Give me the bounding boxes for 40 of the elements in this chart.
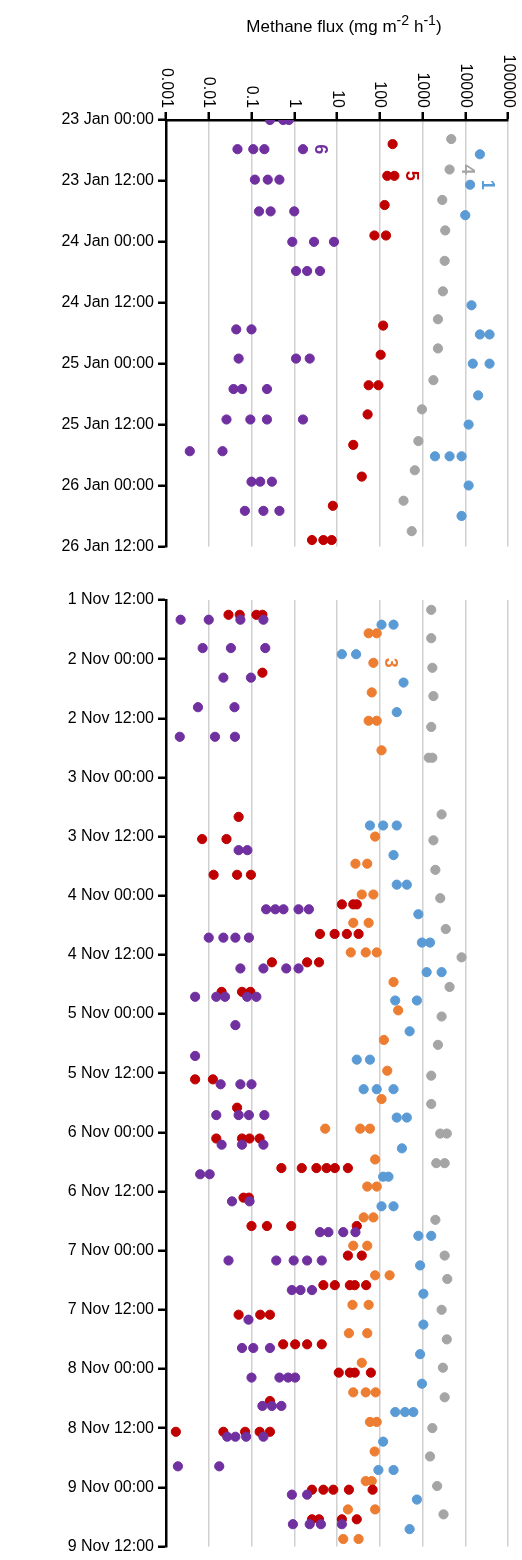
y-tick-label: 25 Jan 00:00 <box>61 354 155 372</box>
y-tick-label: 2 Nov 12:00 <box>67 708 155 726</box>
y-tick-label: 9 Nov 12:00 <box>67 1536 155 1554</box>
y-tick-label: 3 Nov 00:00 <box>67 767 155 785</box>
y-tick-label: 6 Nov 12:00 <box>67 1181 155 1199</box>
y-tick-label: 26 Jan 00:00 <box>61 475 155 493</box>
y-tick-label: 4 Nov 00:00 <box>67 886 155 904</box>
y-tick-label: 3 Nov 12:00 <box>67 827 155 845</box>
x-axis-title: Methane flux (mg m$^{-2}$ h$^{-1}$) <box>245 11 443 38</box>
y-tick-label: 7 Nov 12:00 <box>67 1300 155 1318</box>
y-tick-label: 2 Nov 00:00 <box>67 649 155 667</box>
y-tick-label: 25 Jan 12:00 <box>61 414 155 432</box>
y-tick-label: 24 Jan 00:00 <box>61 232 155 250</box>
x-tick-label: 10000 <box>457 63 475 109</box>
y-tick-label: 8 Nov 12:00 <box>67 1418 155 1436</box>
y-tick-label: 1 Nov 12:00 <box>67 590 155 608</box>
y-tick-label: 5 Nov 12:00 <box>67 1063 155 1081</box>
text: 3 <box>381 657 402 668</box>
text: 6 <box>311 144 332 155</box>
y-tick-label: 5 Nov 00:00 <box>67 1004 155 1022</box>
x-tick-label: 0.01 <box>201 76 219 109</box>
y-tick-label: 7 Nov 00:00 <box>67 1241 155 1259</box>
y-tick-label: 26 Jan 12:00 <box>61 536 155 554</box>
text: 4 <box>457 164 478 175</box>
y-tick-label: 24 Jan 12:00 <box>61 293 155 311</box>
y-tick-label: 9 Nov 00:00 <box>67 1477 155 1495</box>
x-tick-label: 1 <box>286 99 304 109</box>
y-tick-label: 23 Jan 00:00 <box>61 110 155 128</box>
x-tick-label: 0.1 <box>244 85 262 109</box>
x-tick-label: 10 <box>329 90 347 109</box>
text: 5 <box>402 170 423 181</box>
x-tick-label: 0.001 <box>158 67 176 109</box>
text: 1 <box>478 179 499 190</box>
y-tick-label: 23 Jan 12:00 <box>61 171 155 189</box>
x-tick-label: 1000 <box>415 72 433 109</box>
x-tick-label: 100 <box>372 81 390 109</box>
x-tick-label: 100000 <box>500 54 518 109</box>
y-tick-label: 8 Nov 00:00 <box>67 1359 155 1377</box>
y-tick-label: 4 Nov 12:00 <box>67 945 155 963</box>
y-tick-label: 6 Nov 00:00 <box>67 1122 155 1140</box>
